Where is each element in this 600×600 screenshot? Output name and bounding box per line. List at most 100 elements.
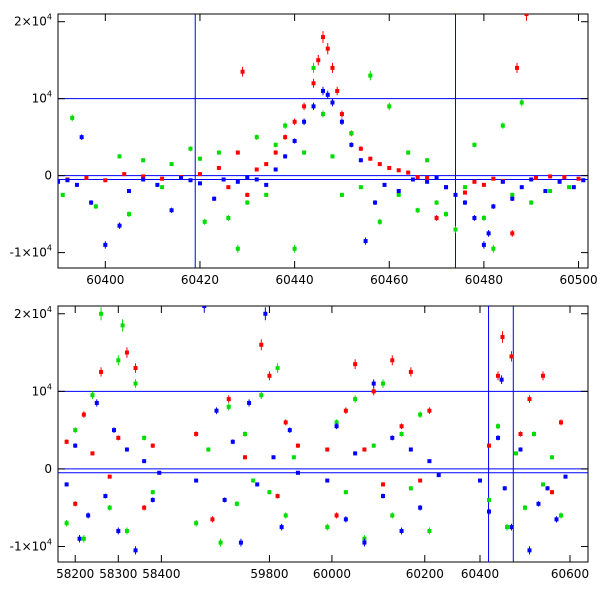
data-point: [396, 192, 401, 197]
data-point: [462, 200, 467, 205]
data-point: [117, 223, 122, 228]
data-point: [371, 443, 376, 448]
data-point: [150, 443, 155, 448]
data-point: [396, 189, 401, 194]
data-point: [418, 478, 423, 483]
data-point: [481, 182, 486, 187]
data-point: [339, 119, 344, 124]
data-point: [481, 215, 486, 220]
data-point: [112, 428, 116, 433]
data-point: [478, 478, 482, 483]
data-point: [334, 420, 339, 425]
y-tick-label: 0: [44, 462, 52, 476]
data-point: [194, 478, 199, 483]
data-point: [550, 490, 554, 495]
data-point: [571, 185, 576, 190]
data-point: [214, 408, 219, 413]
data-point: [230, 439, 235, 444]
data-point: [529, 200, 534, 205]
data-point: [427, 459, 432, 464]
data-point: [160, 176, 165, 181]
data-point: [188, 178, 193, 183]
x-tick-label: 58400: [142, 567, 180, 581]
data-point: [387, 104, 392, 109]
data-point: [562, 175, 567, 180]
data-point: [396, 168, 401, 173]
data-point: [390, 435, 395, 440]
data-point: [425, 175, 430, 180]
data-point: [418, 505, 423, 510]
data-point: [283, 420, 288, 425]
data-point: [116, 358, 121, 363]
data-point: [436, 473, 441, 478]
data-point: [254, 135, 259, 140]
data-point: [399, 424, 404, 429]
data-point: [273, 142, 278, 147]
data-point: [77, 536, 82, 541]
data-point: [343, 408, 348, 413]
data-point: [292, 119, 297, 124]
data-point: [188, 146, 193, 151]
bottom-panel-full-lightcurve: 58200 58300 58400 59800 60000 60200 60400 60600…: [10, 305, 589, 581]
data-point: [292, 139, 297, 143]
data-point: [160, 185, 165, 190]
data-point: [358, 158, 363, 163]
data-point: [70, 115, 75, 120]
data-point: [283, 154, 288, 159]
data-point: [73, 501, 78, 506]
data-point: [120, 323, 125, 328]
data-point: [197, 181, 202, 186]
data-point: [330, 65, 335, 70]
data-point: [548, 174, 553, 179]
data-point: [368, 156, 373, 161]
data-point: [212, 196, 217, 201]
data-point: [73, 443, 78, 448]
data-point: [382, 182, 387, 187]
data-point: [548, 189, 553, 194]
data-point: [221, 177, 226, 182]
data-point: [500, 123, 505, 128]
data-point: [325, 525, 330, 530]
data-point: [126, 189, 131, 194]
data-point: [226, 185, 231, 190]
data-point: [381, 381, 385, 386]
x-tick-label: 60500: [559, 273, 597, 287]
data-point: [311, 65, 316, 70]
data-point: [210, 517, 215, 522]
data-point: [335, 88, 340, 93]
data-point: [339, 192, 344, 197]
data-point: [155, 182, 160, 187]
data-point: [519, 100, 524, 105]
plot-area: [58, 14, 588, 268]
data-point: [567, 185, 572, 190]
y-tick-label: 104: [32, 90, 52, 106]
data-point: [518, 432, 523, 436]
data-point: [74, 182, 79, 187]
data-point: [179, 175, 184, 180]
data-point: [399, 528, 404, 533]
x-tick-label: 60460: [370, 273, 408, 287]
data-point: [124, 528, 129, 533]
data-point: [58, 179, 60, 184]
data-point: [325, 46, 330, 51]
data-point: [427, 528, 432, 533]
data-point: [264, 162, 269, 167]
data-point: [124, 447, 129, 452]
x-tick-label: 60200: [406, 567, 444, 581]
data-point: [245, 200, 250, 205]
data-point: [353, 397, 358, 402]
data-point: [500, 335, 505, 340]
data-point: [321, 112, 325, 117]
data-point: [472, 142, 477, 147]
y-tick-label: 2×104: [14, 13, 52, 29]
data-point: [415, 175, 420, 180]
data-point: [444, 185, 449, 190]
data-point: [334, 424, 339, 429]
data-point: [235, 246, 240, 251]
data-point: [563, 474, 568, 479]
x-tick-label: 60400: [86, 273, 124, 287]
data-point: [325, 478, 330, 483]
data-point: [514, 451, 518, 456]
data-point: [362, 536, 367, 541]
